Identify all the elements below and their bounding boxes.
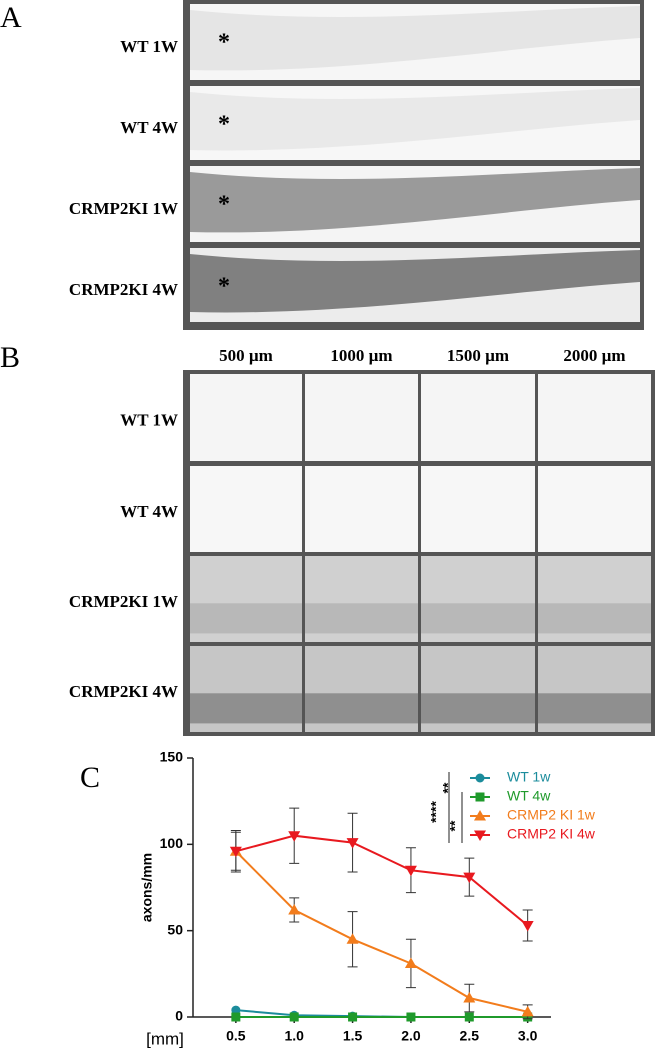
row-label: WT 1W <box>120 410 178 429</box>
x-tick-label: 1.5 <box>343 1028 363 1044</box>
column-label: 2000 µm <box>563 346 625 365</box>
marker <box>348 1012 358 1022</box>
panel-label: A <box>0 1 22 34</box>
marker <box>231 1012 241 1022</box>
significance: ** <box>447 820 463 831</box>
panel-label: C <box>80 761 100 794</box>
significance: **** <box>428 801 444 823</box>
marker <box>521 920 534 932</box>
micrograph <box>421 374 535 461</box>
micrograph <box>305 466 418 552</box>
marker <box>404 957 417 968</box>
legend-label: CRMP2 KI 4w <box>507 826 596 842</box>
marker <box>406 1012 416 1022</box>
marker <box>346 933 359 944</box>
column-label: 1500 µm <box>447 346 509 365</box>
panel-label: B <box>0 341 20 374</box>
row-label: CRMP2KI 4W <box>69 682 178 701</box>
marker <box>464 1012 474 1022</box>
injury-mark: * <box>218 274 230 300</box>
row-label: CRMP2KI 4W <box>69 280 178 299</box>
row-label: CRMP2KI 1W <box>69 199 178 218</box>
injury-mark: * <box>218 192 230 218</box>
marker <box>231 1005 241 1015</box>
column-label: 1000 µm <box>330 346 392 365</box>
micrograph <box>538 374 651 461</box>
fiber-band <box>305 693 418 724</box>
x-tick-label: 1.0 <box>284 1028 304 1044</box>
row-label: WT 1W <box>120 37 178 56</box>
x-axis-label: [mm] <box>146 1029 184 1048</box>
significance: ** <box>440 782 456 793</box>
micrograph <box>190 374 302 461</box>
marker <box>463 872 476 884</box>
x-tick-label: 2.0 <box>401 1028 421 1044</box>
nerve-section <box>190 250 640 313</box>
series-line <box>235 850 528 1013</box>
fiber-band <box>421 603 535 634</box>
micrograph <box>190 466 302 552</box>
injury-mark: * <box>218 30 230 56</box>
micrograph <box>421 466 535 552</box>
nerve-section <box>190 168 640 233</box>
marker <box>404 865 417 877</box>
x-tick-label: 0.5 <box>226 1028 246 1044</box>
marker <box>288 903 301 915</box>
row-label: WT 4W <box>120 118 178 137</box>
fiber-band <box>190 693 302 724</box>
injury-mark: * <box>218 112 230 138</box>
x-tick-label: 3.0 <box>518 1028 538 1044</box>
marker <box>521 1005 534 1017</box>
column-label: 500 µm <box>219 346 273 365</box>
row-label: WT 4W <box>120 502 178 521</box>
y-tick-label: 0 <box>175 1008 183 1024</box>
micrograph <box>305 374 418 461</box>
marker <box>229 846 242 858</box>
y-tick-label: 150 <box>160 749 184 765</box>
x-tick-label: 2.5 <box>460 1028 480 1044</box>
marker <box>463 992 476 1003</box>
series-line <box>235 1009 528 1018</box>
micrograph <box>538 466 651 552</box>
marker <box>288 831 301 842</box>
nerve-section <box>190 88 640 151</box>
y-axis-label: axons/mm <box>139 853 155 922</box>
row-label: CRMP2KI 1W <box>69 592 178 611</box>
y-tick-label: 50 <box>167 921 183 937</box>
y-tick-label: 100 <box>160 835 184 851</box>
fiber-band <box>538 693 651 724</box>
fiber-band <box>421 693 535 724</box>
fiber-band <box>538 603 651 634</box>
legend-label: CRMP2 KI 1w <box>507 807 596 823</box>
marker <box>346 838 359 849</box>
fiber-band <box>305 603 418 634</box>
legend-label: WT 1w <box>507 769 551 785</box>
fiber-band <box>190 603 302 634</box>
legend-label: WT 4w <box>507 788 551 804</box>
series-line <box>235 834 529 927</box>
marker <box>289 1012 299 1022</box>
nerve-section <box>190 6 640 71</box>
